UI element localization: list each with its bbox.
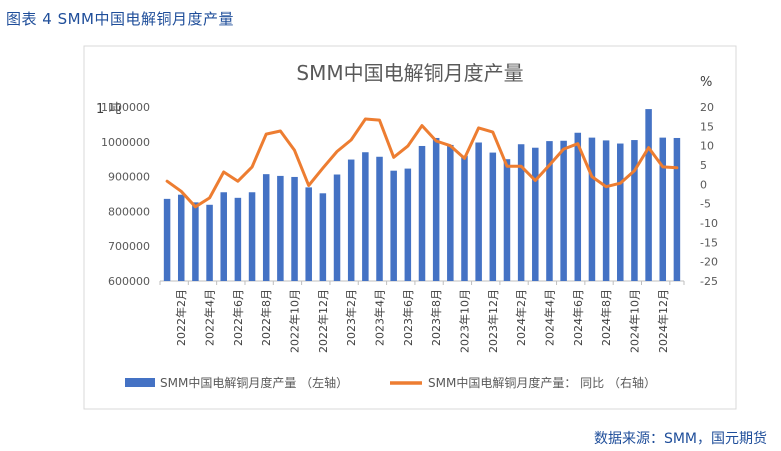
bar bbox=[362, 152, 369, 281]
legend-bar-swatch bbox=[125, 378, 155, 387]
bar bbox=[333, 174, 341, 281]
left-tick-label: 800000 bbox=[108, 205, 150, 218]
right-tick-label: -5 bbox=[700, 198, 711, 211]
bar bbox=[475, 142, 482, 281]
chart-title: SMM中国电解铜月度产量 bbox=[296, 61, 523, 85]
right-tick-label: -15 bbox=[700, 236, 718, 249]
bar bbox=[574, 132, 582, 281]
bar bbox=[617, 143, 624, 281]
legend-line-label: SMM中国电解铜月度产量： 同比 （右轴） bbox=[428, 375, 656, 390]
bar bbox=[163, 198, 171, 281]
bar bbox=[659, 137, 667, 281]
x-tick-label: 2023年8月 bbox=[429, 289, 443, 346]
chart-frame bbox=[83, 45, 737, 410]
bar bbox=[262, 174, 270, 281]
bar bbox=[673, 137, 681, 281]
bar bbox=[291, 176, 298, 281]
bar bbox=[588, 137, 596, 281]
bar bbox=[489, 152, 497, 281]
bar bbox=[503, 159, 511, 281]
bar bbox=[347, 159, 355, 281]
right-tick-label: 15 bbox=[700, 120, 714, 133]
bar bbox=[404, 168, 412, 281]
figure-caption: 图表 4 SMM中国电解铜月度产量 bbox=[6, 10, 234, 28]
bar bbox=[560, 140, 567, 281]
bar bbox=[546, 141, 553, 281]
yoy-line bbox=[165, 117, 679, 209]
right-tick-label: 10 bbox=[700, 140, 714, 153]
right-axis-unit: % bbox=[700, 75, 712, 90]
x-tick-label: 2023年2月 bbox=[344, 289, 358, 346]
right-tick-label: -20 bbox=[700, 256, 718, 269]
legend-bar-label: SMM中国电解铜月度产量 （左轴） bbox=[160, 375, 348, 390]
bar bbox=[192, 202, 199, 281]
bar bbox=[447, 144, 454, 281]
bar bbox=[234, 197, 242, 281]
x-tick-label: 2024年10月 bbox=[627, 289, 641, 353]
x-tick-label: 2022年6月 bbox=[231, 289, 245, 346]
bar bbox=[418, 145, 426, 281]
right-tick-label: -25 bbox=[700, 275, 718, 288]
x-tick-label: 2022年4月 bbox=[203, 289, 217, 346]
x-tick-label: 2022年10月 bbox=[288, 289, 302, 353]
bar bbox=[248, 192, 256, 281]
x-tick-label: 2022年8月 bbox=[259, 289, 273, 346]
bar bbox=[631, 140, 638, 281]
x-tick-label: 2022年2月 bbox=[174, 289, 188, 346]
left-tick-label: 600000 bbox=[108, 275, 150, 288]
left-tick-label: 700000 bbox=[108, 240, 150, 253]
bar bbox=[319, 193, 327, 281]
left-tick-label: 1100000 bbox=[101, 101, 150, 114]
bar bbox=[645, 109, 652, 281]
x-tick-label: 2024年4月 bbox=[542, 289, 556, 346]
bar bbox=[376, 156, 383, 281]
x-tick-label: 2023年12月 bbox=[486, 289, 500, 353]
x-tick-label: 2024年2月 bbox=[514, 289, 528, 346]
right-tick-label: 0 bbox=[700, 178, 707, 191]
x-tick-label: 2023年4月 bbox=[373, 289, 387, 346]
bar bbox=[305, 187, 312, 281]
right-tick-label: 5 bbox=[700, 159, 707, 172]
bar bbox=[177, 194, 185, 281]
bar bbox=[602, 140, 610, 281]
bar bbox=[390, 170, 397, 281]
x-tick-label: 2024年8月 bbox=[599, 289, 613, 346]
left-axis-unit: 1 吨 bbox=[96, 102, 121, 117]
bar bbox=[532, 147, 539, 281]
right-tick-label: 20 bbox=[700, 101, 714, 114]
bar bbox=[461, 155, 468, 281]
source-note: 数据来源：SMM，国元期货 bbox=[593, 431, 767, 447]
bar bbox=[277, 175, 284, 281]
bar bbox=[206, 204, 213, 281]
x-tick-label: 2024年12月 bbox=[656, 289, 670, 353]
bar bbox=[517, 144, 525, 281]
right-tick-label: -10 bbox=[700, 217, 718, 230]
bar bbox=[220, 192, 227, 281]
x-tick-label: 2022年12月 bbox=[316, 289, 330, 353]
x-tick-label: 2023年10月 bbox=[457, 289, 471, 353]
x-tick-label: 2024年6月 bbox=[571, 289, 585, 346]
x-tick-label: 2023年6月 bbox=[401, 289, 415, 346]
left-tick-label: 1000000 bbox=[101, 136, 150, 149]
bar bbox=[432, 137, 440, 281]
left-tick-label: 900000 bbox=[108, 171, 150, 184]
